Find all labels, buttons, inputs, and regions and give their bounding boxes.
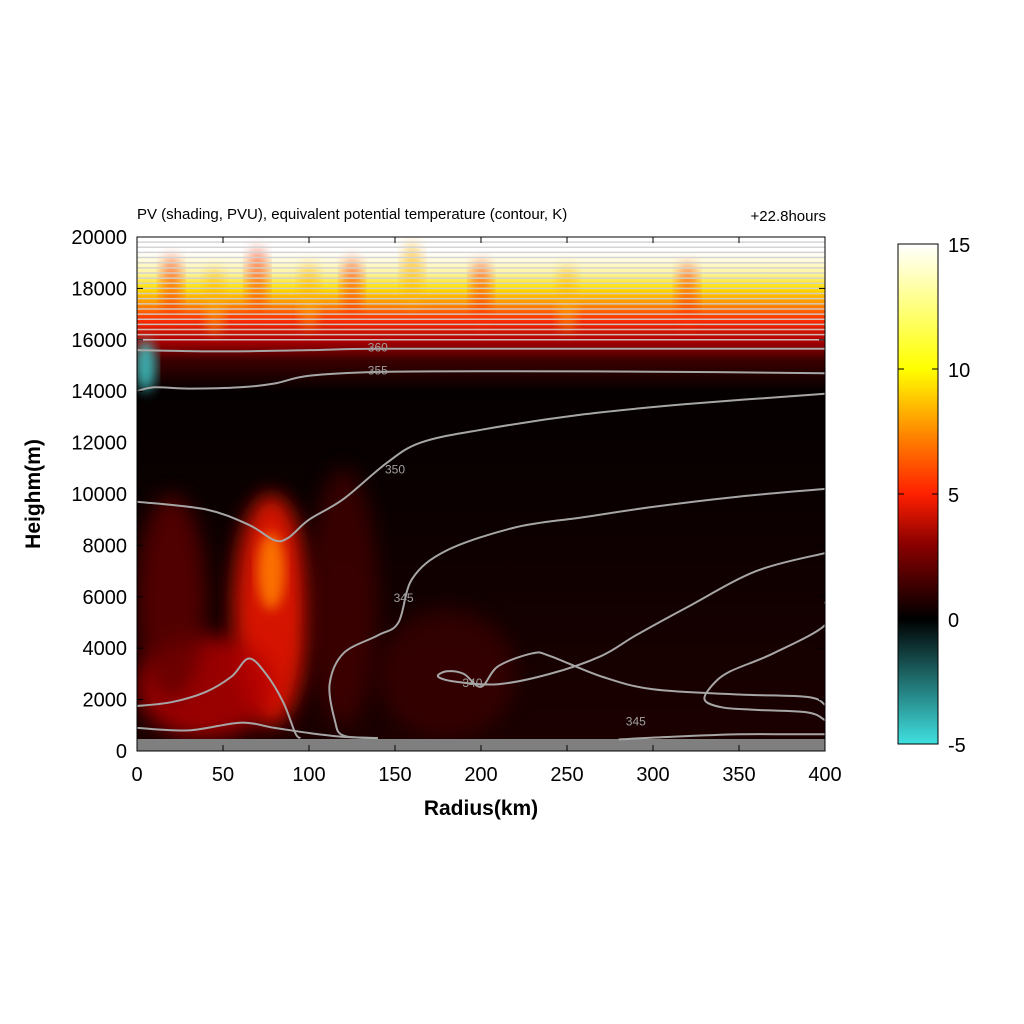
- plot-area: 355 360 350 345 340 345: [137, 237, 825, 751]
- pv-strat-streak: [247, 247, 268, 315]
- colorbar-tick-label: 10: [948, 360, 970, 382]
- x-tick-label: 50: [212, 764, 234, 786]
- colorbar: -5 0 5 10 15: [897, 235, 970, 757]
- x-tick-label: 400: [808, 764, 841, 786]
- x-tick-label: 250: [550, 764, 583, 786]
- contour-350-2: [137, 392, 825, 543]
- contour-345-5: [618, 733, 825, 741]
- colorbar-gradient: [897, 243, 939, 745]
- y-tick-label: 4000: [83, 638, 128, 660]
- colorbar-tick-label: 5: [948, 485, 959, 507]
- pv-strat-streak: [298, 262, 320, 330]
- pv-core-peak: [257, 532, 285, 610]
- y-tick-label: 14000: [71, 381, 127, 403]
- x-tick-label: 350: [722, 764, 755, 786]
- y-tick-label: 16000: [71, 330, 127, 352]
- contour-345-4: [328, 487, 825, 740]
- y-axis: 0 2000 4000 6000 8000 10000 12000 14000 16000 180…: [71, 227, 825, 763]
- contour-360-1: [137, 347, 825, 353]
- y-tick-label: 10000: [71, 484, 127, 506]
- pv-inner: [137, 494, 206, 700]
- contour-label-360: 360: [368, 340, 388, 354]
- pv-strat-streak: [341, 257, 363, 325]
- y-tick-label: 0: [116, 741, 127, 763]
- colorbar-ticks: -5 0 5 10 15: [898, 235, 970, 757]
- y-tick-label: 8000: [83, 535, 128, 557]
- pv-mid: [309, 468, 378, 726]
- pv-strat-streak: [204, 267, 225, 335]
- theta-e-contours: [137, 241, 825, 741]
- contour-labels: 355 360 350 345 340 345: [368, 340, 646, 728]
- colorbar-tick-label: 0: [948, 610, 959, 632]
- contour-label-340: 340: [462, 676, 482, 690]
- x-axis: 0 50 100 150 200 250 300 350 400: [131, 237, 842, 786]
- y-tick-label: 18000: [71, 278, 127, 300]
- y-tick-label: 12000: [71, 433, 127, 455]
- pv-strat-streak: [677, 262, 698, 330]
- x-tick-label: 200: [464, 764, 497, 786]
- contour-340-7: [436, 552, 825, 706]
- pv-negative: [137, 339, 156, 392]
- colorbar-tick-label: -5: [948, 735, 966, 757]
- pv-shading: [137, 242, 698, 739]
- pv-outer: [377, 609, 516, 739]
- x-tick-label: 0: [131, 764, 142, 786]
- colorbar-tick-label: 15: [948, 235, 970, 257]
- contour-355-0: [137, 370, 825, 393]
- contour-label-345: 345: [394, 591, 414, 605]
- contour-345-3: [137, 721, 378, 740]
- x-tick-label: 300: [636, 764, 669, 786]
- contour-label-345: 345: [626, 714, 646, 728]
- contour-340-8: [137, 657, 302, 739]
- x-tick-label: 100: [292, 764, 325, 786]
- pv-strat-streak: [401, 242, 423, 309]
- y-axis-label: Heighm(m): [22, 439, 45, 549]
- x-axis-label: Radius(km): [424, 797, 538, 820]
- contour-label-355: 355: [368, 363, 388, 377]
- y-tick-label: 2000: [83, 690, 128, 712]
- chart-title: PV (shading, PVU), equivalent potential …: [137, 206, 567, 223]
- y-tick-label: 20000: [71, 227, 127, 249]
- time-label: +22.8hours: [751, 208, 826, 225]
- y-tick-label: 6000: [83, 587, 128, 609]
- contour-label-350: 350: [385, 462, 405, 476]
- x-tick-label: 150: [378, 764, 411, 786]
